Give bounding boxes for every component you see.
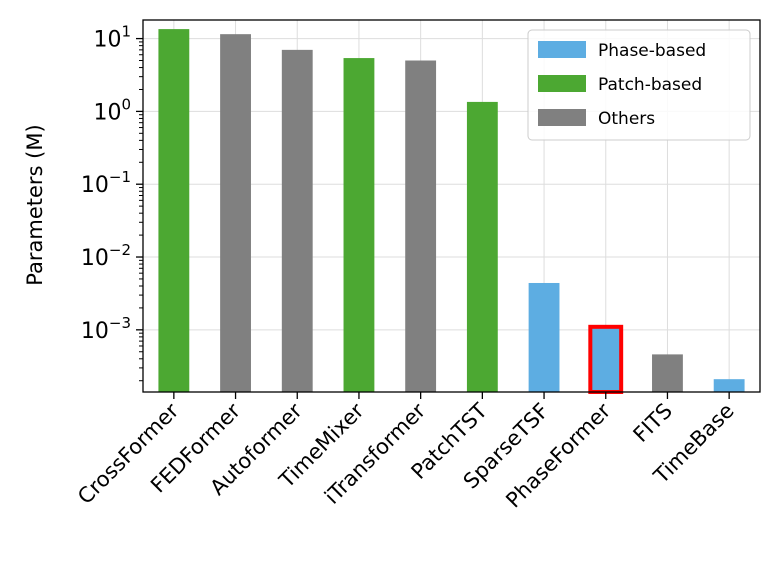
bars xyxy=(158,29,745,394)
y-axis-label: Parameters (M) xyxy=(23,124,47,285)
y-tick-label: 10−2 xyxy=(81,241,131,271)
bar-itransformer xyxy=(405,60,437,393)
bar-phaseformer xyxy=(588,324,624,394)
y-tick-base: 10 xyxy=(81,173,109,198)
y-tick-label: 10−3 xyxy=(81,314,131,344)
bar-patchtst xyxy=(466,101,498,392)
legend-label: Patch-based xyxy=(598,75,702,95)
legend-label: Phase-based xyxy=(598,41,706,61)
bar-fits xyxy=(652,354,683,392)
legend-label: Others xyxy=(598,109,655,129)
legend: Phase-based Patch-based Others xyxy=(527,29,751,141)
bar-crossformer xyxy=(158,29,190,393)
y-tick-label: 10−1 xyxy=(81,168,131,198)
legend-swatch xyxy=(538,109,586,126)
y-tick-exponent: −1 xyxy=(109,168,131,186)
bar-timemixer xyxy=(343,58,375,392)
y-tick-exponent: −3 xyxy=(109,314,131,332)
y-tick-exponent: 0 xyxy=(121,95,131,113)
y-tick-label: 100 xyxy=(93,95,131,125)
bar-timebase xyxy=(713,379,745,392)
legend-swatch xyxy=(538,75,586,92)
y-tick-base: 10 xyxy=(93,28,121,53)
legend-swatch xyxy=(538,41,586,58)
y-tick-label: 101 xyxy=(93,23,131,53)
bar-fedformer xyxy=(220,34,251,392)
y-tick-exponent: 1 xyxy=(121,23,131,41)
y-tick-base: 10 xyxy=(93,100,121,125)
y-tick-base: 10 xyxy=(81,246,109,271)
bar-sparsetsf xyxy=(528,282,560,392)
bar-autoformer xyxy=(281,49,313,393)
y-tick-base: 10 xyxy=(81,319,109,344)
y-tick-exponent: −2 xyxy=(109,241,131,259)
